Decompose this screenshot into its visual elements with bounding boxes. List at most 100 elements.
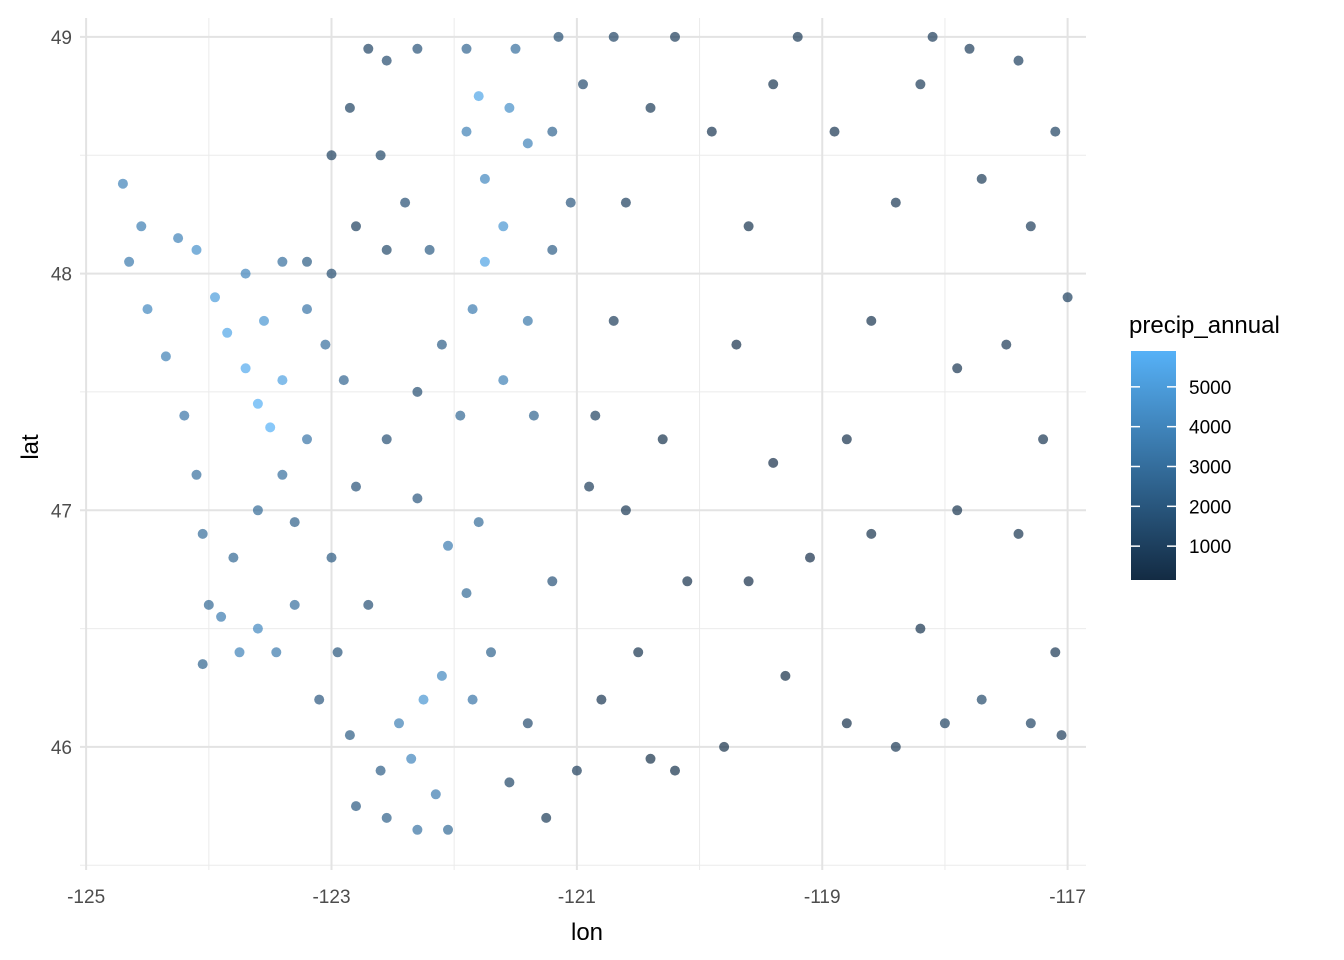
data-point — [160, 351, 171, 362]
data-point — [633, 647, 644, 658]
data-point — [541, 812, 552, 823]
data-point — [314, 694, 325, 705]
data-point — [332, 647, 343, 658]
data-point — [522, 315, 533, 326]
data-point — [351, 221, 361, 232]
data-point — [479, 256, 490, 267]
data-point — [890, 741, 901, 752]
data-point — [743, 221, 754, 232]
data-point — [173, 233, 184, 244]
data-point — [216, 611, 227, 622]
data-point — [939, 718, 950, 729]
legend-title: precip_annual — [1129, 312, 1280, 339]
data-point — [547, 244, 558, 255]
data-point — [706, 126, 717, 137]
data-point — [1050, 647, 1061, 658]
data-point — [976, 694, 987, 705]
data-point — [302, 304, 312, 315]
legend-ticks: 1000 2000 3000 4000 5000 — [1131, 378, 1231, 558]
data-point — [467, 304, 478, 315]
data-point — [866, 315, 877, 326]
data-point — [344, 102, 355, 113]
data-point — [363, 599, 374, 610]
data-point — [289, 599, 300, 610]
data-point — [461, 588, 472, 599]
data-point — [805, 552, 815, 563]
data-point — [498, 375, 509, 386]
y-tick-label: 46 — [51, 738, 72, 759]
data-point — [486, 647, 496, 658]
x-tick-label: -125 — [67, 887, 105, 908]
data-point — [1013, 528, 1024, 539]
data-point — [394, 718, 404, 729]
data-point — [326, 552, 337, 563]
data-point — [412, 493, 423, 504]
data-point — [424, 244, 435, 255]
legend-tick-label: 4000 — [1189, 418, 1231, 439]
data-point — [271, 647, 282, 658]
data-point — [1025, 221, 1036, 232]
data-point — [381, 434, 392, 445]
x-tick-label: -123 — [312, 887, 350, 908]
data-point — [620, 197, 631, 208]
data-point — [768, 457, 779, 468]
legend-tick-label: 5000 — [1189, 378, 1231, 399]
data-point — [277, 469, 288, 480]
data-point — [743, 576, 754, 587]
data-point — [645, 102, 656, 113]
data-point — [608, 31, 619, 42]
data-point — [522, 138, 533, 149]
data-point — [590, 410, 601, 421]
data-point — [351, 481, 361, 492]
data-point — [927, 31, 938, 42]
data-point — [320, 339, 331, 350]
data-point — [344, 730, 355, 741]
y-tick-label: 47 — [51, 501, 72, 522]
data-point — [504, 777, 515, 788]
data-point — [510, 43, 521, 54]
y-axis-tick-labels: 46 47 48 49 — [51, 28, 72, 759]
data-point — [455, 410, 466, 421]
data-point — [302, 256, 312, 267]
data-point — [768, 79, 779, 90]
color-legend: precip_annual 1000 2000 3000 4000 5000 — [1129, 312, 1280, 580]
x-tick-label: -117 — [1049, 887, 1086, 908]
data-point — [124, 256, 135, 267]
data-point — [265, 422, 276, 433]
data-point — [670, 765, 680, 776]
data-point — [915, 623, 926, 634]
data-point — [841, 434, 852, 445]
y-tick-label: 49 — [51, 28, 72, 49]
data-point — [277, 375, 288, 386]
data-point — [252, 398, 263, 409]
y-axis-title: lat — [17, 434, 44, 460]
data-point — [234, 647, 245, 658]
data-point — [289, 517, 300, 528]
legend-tick-label: 3000 — [1189, 457, 1231, 478]
data-point — [547, 126, 558, 137]
data-point — [682, 576, 693, 587]
data-point — [406, 753, 417, 764]
data-point — [381, 812, 392, 823]
data-points — [117, 31, 1073, 835]
data-point — [473, 517, 484, 528]
data-point — [363, 43, 374, 54]
data-point — [780, 670, 791, 681]
data-point — [430, 789, 441, 800]
data-point — [1025, 718, 1036, 729]
data-point — [302, 434, 312, 445]
data-point — [1050, 126, 1061, 137]
data-point — [351, 801, 361, 812]
data-point — [228, 552, 239, 563]
data-point — [890, 197, 901, 208]
data-point — [381, 55, 392, 66]
legend-tick-label: 1000 — [1189, 537, 1231, 558]
data-point — [240, 363, 251, 374]
data-point — [504, 102, 515, 113]
data-point — [565, 197, 576, 208]
data-point — [418, 694, 429, 705]
data-point — [222, 327, 233, 338]
data-point — [179, 410, 190, 421]
data-point — [443, 540, 453, 551]
major-grid — [80, 18, 1086, 870]
